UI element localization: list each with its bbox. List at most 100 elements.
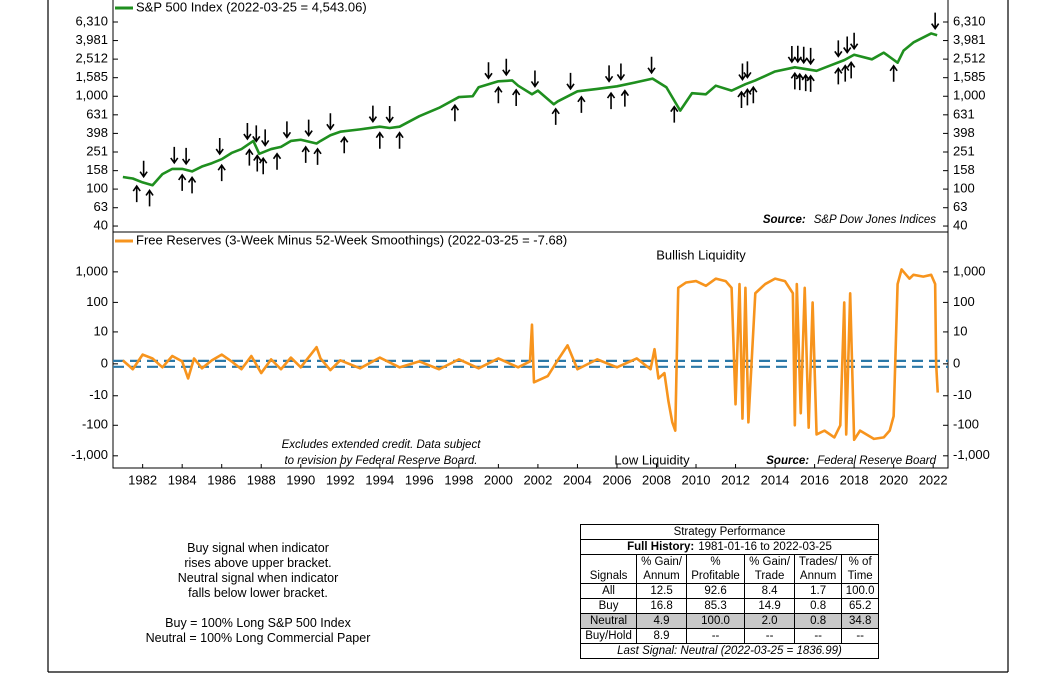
buy-arrow [178, 173, 187, 191]
neutral-arrow [181, 147, 191, 166]
buy-arrow [450, 103, 460, 122]
table-row: Neutral 4.9 100.0 2.0 0.8 34.8 [579, 613, 879, 629]
table-row: Full History: 1981-01-16 to 2022-03-25 [580, 539, 879, 555]
x-tick-label: 1984 [168, 472, 197, 487]
x-tick-label: 1990 [286, 472, 315, 487]
column-header: Signals [579, 554, 638, 584]
column-header: % Gain/Annum [636, 554, 687, 584]
x-tick-label: 2012 [721, 472, 750, 487]
y-tick-label: 398 [86, 125, 108, 140]
buy-arrow [375, 131, 384, 149]
buy-arrow [259, 156, 268, 175]
header-line: Profitable [691, 570, 740, 582]
y-tick-label-right: 1,585 [953, 69, 986, 84]
table-cell: 4.9 [636, 613, 687, 629]
header-line: Signals [589, 570, 628, 582]
x-tick-label: 2000 [484, 472, 513, 487]
annotation: Low Liquidity [614, 452, 690, 467]
neutral-arrow [806, 47, 815, 66]
buy-arrow [272, 152, 282, 170]
y-tick-label-right: 3,981 [953, 32, 986, 47]
x-tick-label: 2010 [682, 472, 711, 487]
neutral-arrow [647, 56, 656, 75]
table-cell: 14.9 [744, 598, 795, 614]
header-line: Annum [643, 570, 680, 582]
y-tick-label: 100 [86, 181, 108, 196]
table-row: Buy 16.8 85.3 14.9 0.8 65.2 [579, 598, 879, 614]
table-title: Strategy Performance [580, 524, 879, 540]
column-header: % of Time [841, 554, 879, 584]
buy-arrow [512, 88, 521, 106]
header-line: Time [847, 570, 873, 582]
y-tick-label-right: 10 [953, 323, 967, 338]
neutral-arrow [484, 62, 493, 80]
y-tick-label-right: 40 [953, 217, 967, 232]
neutral-arrow [502, 58, 511, 77]
y-tick-label: 1,000 [75, 263, 108, 278]
source: Federal Reserve Board [817, 455, 936, 467]
table-cell: 8.9 [636, 628, 687, 644]
y-tick-label-right: 2,512 [953, 51, 986, 66]
y-tick-label-right: 1,000 [953, 263, 986, 278]
column-header: % Profitable [685, 554, 746, 584]
table-cell: 0.8 [793, 598, 843, 614]
legend-label: Free Reserves (3-Week Minus 52-Week Smoo… [136, 232, 567, 247]
table-cell: 12.5 [636, 583, 687, 599]
allocation-line: Neutral = 100% Long Commercial Paper [145, 631, 371, 645]
y-tick-label-right: 398 [953, 125, 975, 140]
rule-line: Neutral signal when indicator [177, 571, 339, 585]
y-tick-label: 1,000 [75, 88, 108, 103]
y-tick-label-right: 100 [953, 181, 975, 196]
buy-arrow [340, 135, 349, 154]
header-line: % [710, 556, 721, 568]
y-tick-label: 0 [101, 355, 108, 370]
neutral-arrow [743, 61, 752, 79]
x-tick-label: 1986 [207, 472, 236, 487]
series-line [122, 32, 938, 187]
buy-arrow [606, 91, 616, 110]
neutral-arrow [215, 137, 224, 156]
neutral-arrow [604, 65, 614, 83]
x-tick-label: 1996 [405, 472, 434, 487]
plot-frame [112, 231, 949, 469]
x-tick-label: 2006 [603, 472, 632, 487]
neutral-arrow [243, 123, 252, 141]
rule-line: falls below lower bracket. [188, 586, 328, 600]
table-cell: -- [841, 628, 879, 644]
y-tick-label: 63 [94, 199, 108, 214]
neutral-arrow [834, 40, 843, 58]
table-cell: All [579, 583, 638, 599]
y-tick-label: 6,310 [75, 13, 108, 28]
series-line [122, 268, 940, 442]
table-row: Strategy Performance [580, 524, 879, 540]
buy-arrow [806, 74, 815, 92]
buy-arrow [245, 148, 254, 166]
subtitle: 1981-01-16 to 2022-03-25 [698, 541, 832, 553]
buy-arrow [790, 71, 799, 90]
neutral-arrow [261, 129, 270, 147]
neutral-arrow [304, 119, 313, 138]
y-tick-label-right: 0 [953, 355, 960, 370]
buy-arrow [132, 184, 141, 203]
buy-arrow [795, 72, 804, 91]
table-cell: -- [685, 628, 746, 644]
table-cell: 2.0 [744, 613, 795, 629]
neutral-arrow [282, 121, 292, 139]
y-tick-label: -100 [82, 417, 108, 432]
buy-arrow [737, 90, 746, 109]
buy-arrow [749, 85, 758, 104]
y-tick-label: 631 [86, 106, 108, 121]
neutral-arrow [566, 72, 575, 91]
signal-rules: Buy signal when indicator rises above upp… [140, 541, 376, 646]
buy-arrow [551, 107, 560, 125]
x-tick-label: 2004 [563, 472, 592, 487]
buy-arrow [494, 85, 503, 104]
y-tick-label: -1,000 [71, 447, 108, 462]
table-cell: 100.0 [841, 583, 879, 599]
y-tick-label-right: 100 [953, 294, 975, 309]
neutral-arrow [139, 160, 148, 179]
buy-arrow [187, 176, 197, 194]
buy-arrow [620, 89, 630, 107]
header-line: Trades/ [798, 556, 838, 568]
